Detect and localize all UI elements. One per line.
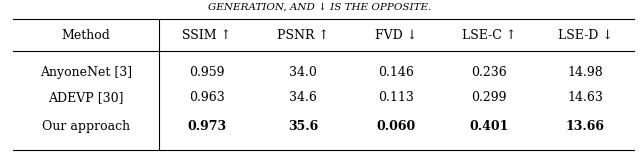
Text: Our approach: Our approach: [42, 120, 130, 133]
Text: 0.959: 0.959: [189, 66, 225, 79]
Text: 0.401: 0.401: [470, 120, 509, 133]
Text: Method: Method: [61, 29, 110, 42]
Text: AnyoneNet [3]: AnyoneNet [3]: [40, 66, 132, 79]
Text: GENERATION, AND ↓ IS THE OPPOSITE.: GENERATION, AND ↓ IS THE OPPOSITE.: [208, 3, 432, 12]
Text: 0.963: 0.963: [189, 91, 225, 104]
Text: 0.146: 0.146: [378, 66, 414, 79]
Text: 14.98: 14.98: [568, 66, 604, 79]
Text: FVD ↓: FVD ↓: [375, 29, 417, 42]
Text: LSE-D ↓: LSE-D ↓: [558, 29, 613, 42]
Text: 0.236: 0.236: [471, 66, 507, 79]
Text: SSIM ↑: SSIM ↑: [182, 29, 232, 42]
Text: 14.63: 14.63: [568, 91, 604, 104]
Text: LSE-C ↑: LSE-C ↑: [462, 29, 516, 42]
Text: 34.6: 34.6: [289, 91, 317, 104]
Text: 35.6: 35.6: [288, 120, 319, 133]
Text: 0.299: 0.299: [472, 91, 507, 104]
Text: ADEVP [30]: ADEVP [30]: [48, 91, 124, 104]
Text: PSNR ↑: PSNR ↑: [277, 29, 330, 42]
Text: 34.0: 34.0: [289, 66, 317, 79]
Text: 0.973: 0.973: [188, 120, 227, 133]
Text: 0.060: 0.060: [376, 120, 416, 133]
Text: 13.66: 13.66: [566, 120, 605, 133]
Text: 0.113: 0.113: [378, 91, 414, 104]
